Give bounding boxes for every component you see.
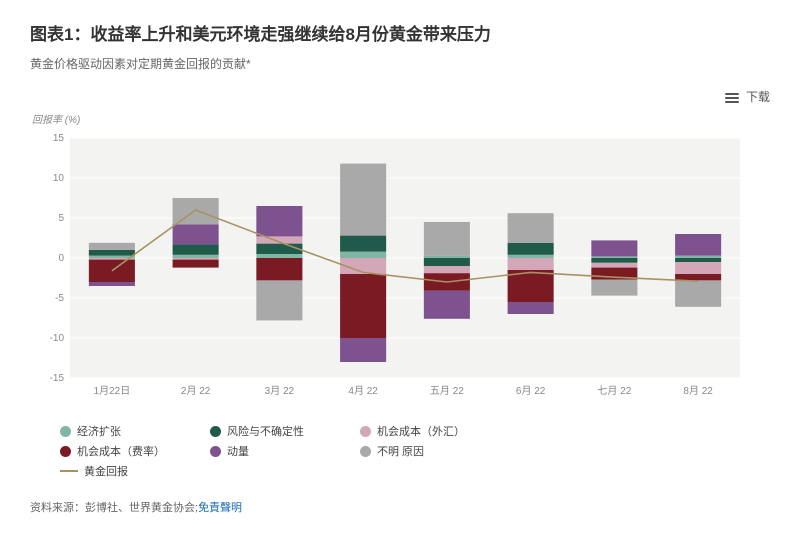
legend-item: 风险与不确定性 bbox=[210, 423, 340, 439]
svg-text:-10: -10 bbox=[50, 333, 65, 344]
legend-label: 机会成本（费率） bbox=[77, 443, 165, 459]
svg-text:10: 10 bbox=[53, 173, 65, 184]
legend-label: 机会成本（外汇） bbox=[377, 423, 465, 439]
legend-label: 不明 原因 bbox=[377, 443, 424, 459]
legend-item: 黄金回报 bbox=[60, 463, 190, 479]
source-line: 资料来源：彭博社、世界黄金协会;免責聲明 bbox=[30, 499, 770, 515]
svg-text:5: 5 bbox=[58, 213, 64, 224]
svg-text:-15: -15 bbox=[50, 373, 65, 384]
source-text: 资料来源：彭博社、世界黄金协会; bbox=[30, 502, 198, 514]
legend-item: 机会成本（外汇） bbox=[360, 423, 490, 439]
legend-item: 不明 原因 bbox=[360, 443, 490, 459]
chart-svg: -15 -10 -5 0 5 10 15 1月22日 2月 22 3月 22 4月 22 五月 22 6… bbox=[30, 128, 750, 408]
svg-text:七月 22: 七月 22 bbox=[597, 385, 631, 397]
svg-text:-5: -5 bbox=[55, 293, 64, 304]
disclaimer-link[interactable]: 免責聲明 bbox=[198, 502, 242, 514]
menu-icon bbox=[725, 90, 746, 104]
legend-swatch bbox=[360, 426, 371, 437]
legend-swatch bbox=[60, 426, 71, 437]
svg-text:五月 22: 五月 22 bbox=[430, 385, 464, 397]
svg-text:2月 22: 2月 22 bbox=[181, 385, 211, 397]
legend-item: 机会成本（费率） bbox=[60, 443, 190, 459]
svg-text:8月 22: 8月 22 bbox=[683, 385, 713, 397]
legend-line-swatch bbox=[60, 470, 78, 472]
download-label: 下载 bbox=[746, 90, 770, 104]
svg-text:1月22日: 1月22日 bbox=[94, 385, 131, 397]
legend-item: 经济扩张 bbox=[60, 423, 190, 439]
download-button[interactable]: 下载 bbox=[30, 88, 770, 105]
legend-label: 动量 bbox=[227, 443, 249, 459]
chart-title: 图表1：收益率上升和美元环境走强继续给8月份黄金带来压力 bbox=[30, 20, 770, 45]
legend-item: 动量 bbox=[210, 443, 340, 459]
legend-swatch bbox=[210, 446, 221, 457]
svg-text:4月 22: 4月 22 bbox=[348, 385, 378, 397]
svg-text:0: 0 bbox=[58, 253, 64, 264]
legend-label: 经济扩张 bbox=[77, 423, 121, 439]
legend-label: 黄金回报 bbox=[84, 463, 128, 479]
legend: 经济扩张 风险与不确定性 机会成本（外汇） 机会成本（费率） 动量 不明 原因黄金回报 bbox=[60, 423, 770, 479]
chart-area: -15 -10 -5 0 5 10 15 1月22日 2月 22 3月 22 4月 22 五月 22 6… bbox=[30, 128, 770, 413]
legend-label: 风险与不确定性 bbox=[227, 423, 304, 439]
legend-swatch bbox=[60, 446, 71, 457]
legend-swatch bbox=[360, 446, 371, 457]
svg-text:15: 15 bbox=[53, 133, 65, 144]
y-axis-title: 回报率 (%) bbox=[32, 111, 770, 126]
svg-text:3月 22: 3月 22 bbox=[265, 385, 295, 397]
legend-swatch bbox=[210, 426, 221, 437]
chart-subtitle: 黄金价格驱动因素对定期黄金回报的贡献* bbox=[30, 55, 770, 72]
svg-text:6月 22: 6月 22 bbox=[516, 385, 546, 397]
